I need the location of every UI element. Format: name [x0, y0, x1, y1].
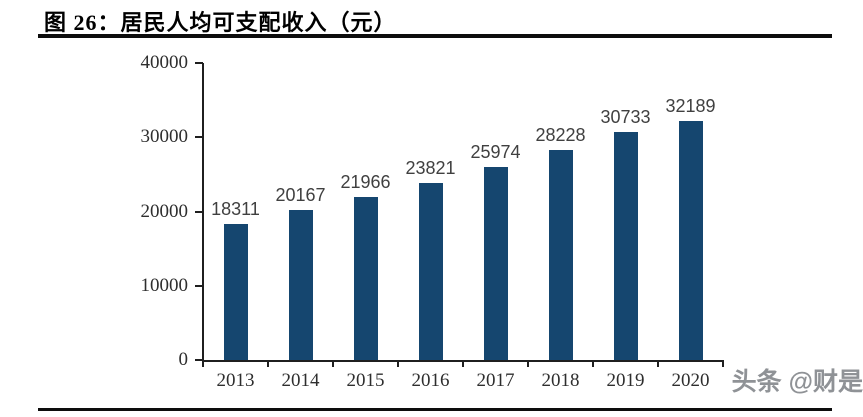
y-axis-tick-label: 20000: [140, 201, 189, 222]
y-axis-tick: [195, 359, 203, 361]
y-axis-tick: [195, 211, 203, 213]
y-axis-tick-label: 0: [178, 349, 189, 370]
x-axis-tick: [527, 362, 529, 367]
y-axis-tick: [195, 136, 203, 138]
bar-2017: [484, 167, 508, 360]
bar-value-label: 20167: [275, 185, 326, 205]
bar-value-label: 23821: [405, 158, 456, 178]
y-axis-tick-label: 40000: [140, 52, 189, 73]
title-divider-rule: [38, 34, 832, 38]
x-axis-tick: [397, 362, 399, 367]
x-axis-tick: [202, 362, 204, 367]
x-axis-tick: [592, 362, 594, 367]
bar-2014: [289, 210, 313, 360]
x-axis-category-label: 2018: [541, 370, 580, 391]
y-axis-line: [202, 63, 204, 362]
y-axis-tick-label: 10000: [140, 275, 189, 296]
figure-title: 图 26：居民人均可支配收入（元）: [44, 10, 397, 35]
bar-2018: [549, 150, 573, 360]
bar-2015: [354, 197, 378, 360]
x-axis-tick: [267, 362, 269, 367]
x-axis-category-label: 2020: [671, 370, 710, 391]
x-axis-category-label: 2015: [346, 370, 385, 391]
y-axis-tick: [195, 285, 203, 287]
bar-2013: [224, 224, 248, 360]
bar-value-label: 18311: [211, 199, 260, 219]
bar-value-label: 30733: [600, 107, 651, 127]
x-axis-tick: [332, 362, 334, 367]
bar-2019: [614, 132, 638, 360]
watermark: 头条 @财是: [731, 368, 863, 396]
bar-value-label: 28228: [535, 125, 586, 145]
figure-bottom-rule: [38, 408, 832, 411]
bar-value-label: 25974: [470, 142, 521, 162]
y-axis-tick: [195, 62, 203, 64]
bar-value-label: 32189: [665, 96, 716, 116]
x-axis-line: [202, 360, 724, 362]
x-axis-category-label: 2014: [281, 370, 320, 391]
y-axis-tick-label: 30000: [140, 126, 189, 147]
x-axis-category-label: 2016: [411, 370, 450, 391]
x-axis-tick: [462, 362, 464, 367]
bar-2020: [679, 121, 703, 360]
bar-value-label: 21966: [340, 172, 391, 192]
x-axis-category-label: 2013: [216, 370, 255, 391]
x-axis-tick: [657, 362, 659, 367]
x-axis-category-label: 2017: [476, 370, 515, 391]
x-axis-tick: [722, 362, 724, 367]
x-axis-category-label: 2019: [606, 370, 645, 391]
bar-2016: [419, 183, 443, 360]
